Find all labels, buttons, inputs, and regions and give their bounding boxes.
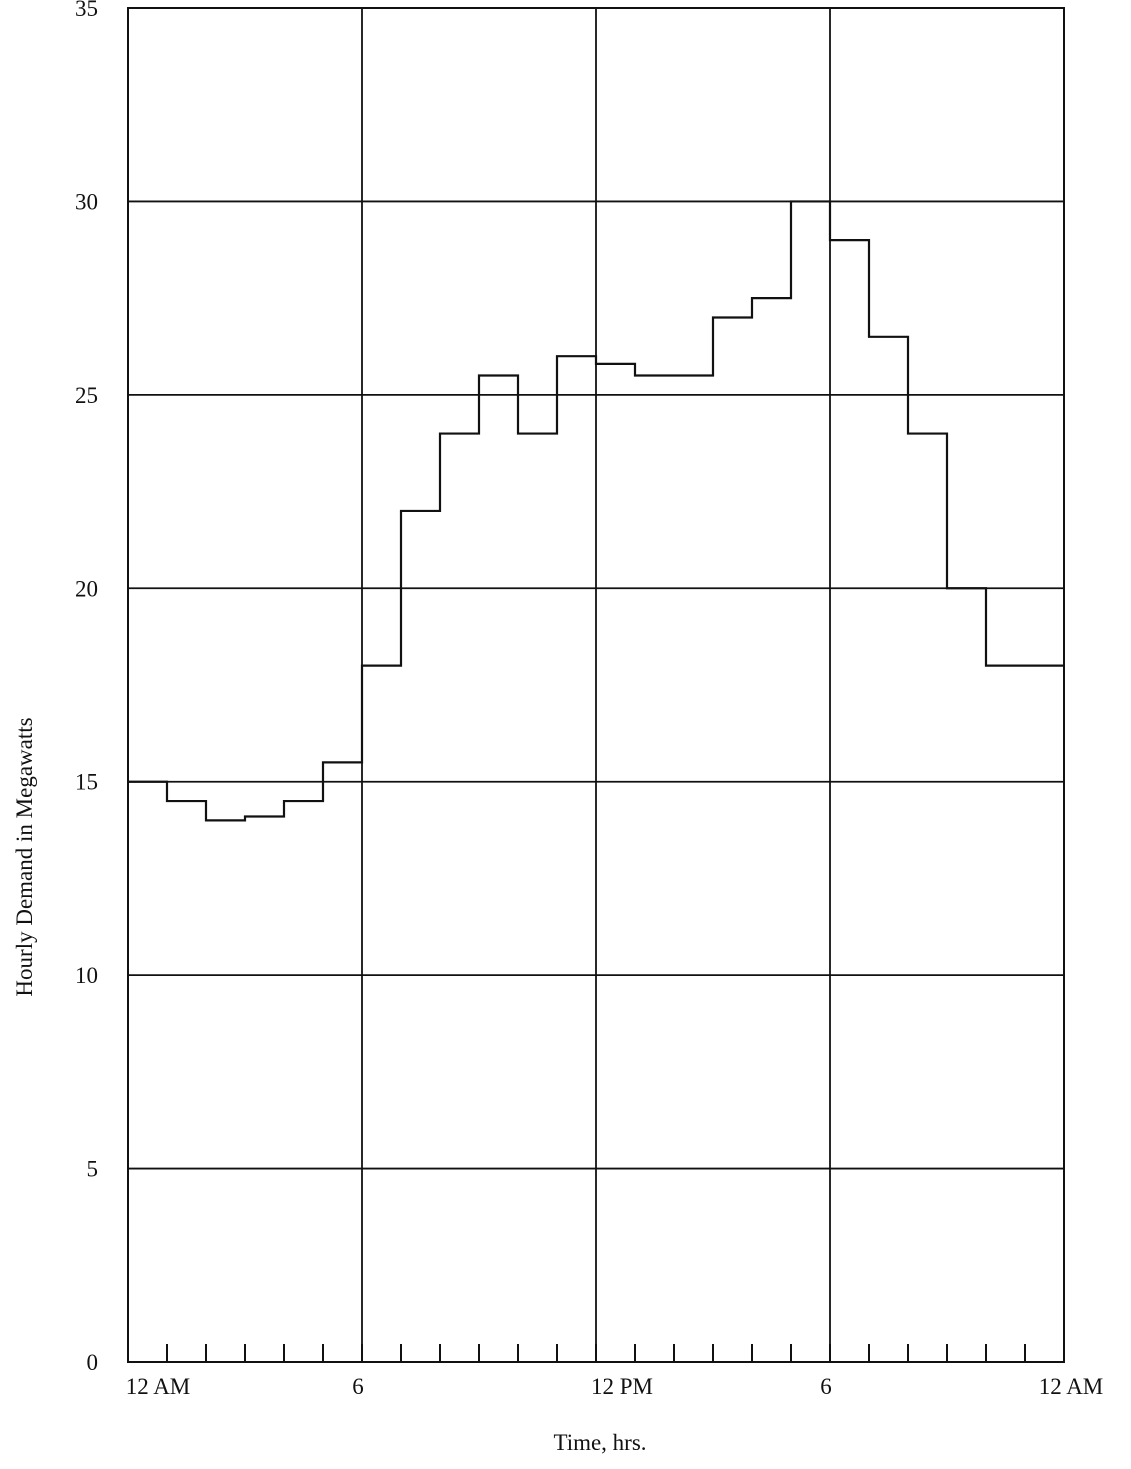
x-tick-label: 6	[352, 1374, 364, 1399]
y-tick-label: 5	[87, 1157, 99, 1182]
y-tick-labels: 0 5 10 15 20 25 30 35	[75, 0, 98, 1375]
x-minor-ticks	[166, 1344, 1026, 1362]
y-tick-label: 35	[75, 0, 98, 21]
x-tick-label: 12 AM	[1039, 1374, 1104, 1399]
y-tick-label: 0	[87, 1350, 99, 1375]
y-tick-label: 10	[75, 963, 98, 988]
y-tick-label: 15	[75, 770, 98, 795]
x-tick-label: 12 AM	[126, 1374, 191, 1399]
grid-lines	[128, 8, 1064, 1362]
x-tick-labels: 12 AM 6 12 PM 6 12 AM	[126, 1374, 1104, 1399]
y-tick-label: 20	[75, 576, 98, 601]
y-tick-label: 25	[75, 383, 98, 408]
x-tick-label: 6	[820, 1374, 832, 1399]
y-axis-title: Hourly Demand in Megawatts	[12, 717, 37, 996]
x-tick-label: 12 PM	[591, 1374, 653, 1399]
y-tick-label: 30	[75, 189, 98, 214]
plot-frame	[127, 7, 1065, 1363]
x-axis-title: Time, hrs.	[553, 1430, 646, 1455]
demand-step-line	[128, 200, 1064, 822]
